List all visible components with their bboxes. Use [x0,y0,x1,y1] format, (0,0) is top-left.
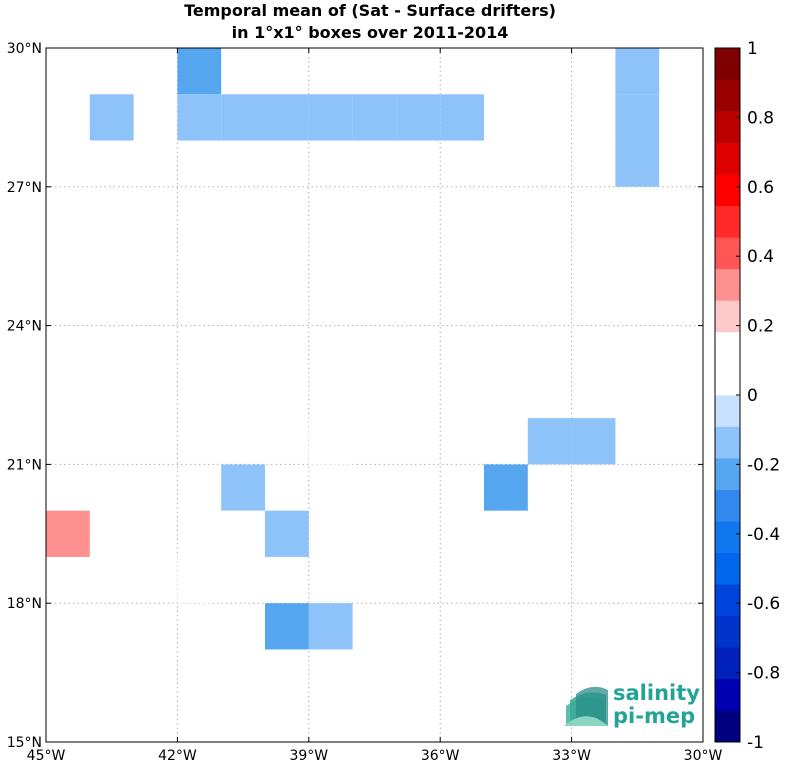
heatmap-cell [177,556,222,604]
y-tick-label: 18°N [7,596,42,612]
heatmap-cells [46,48,660,650]
colorbar-segment [715,79,740,112]
heatmap-cell [89,94,134,141]
y-tick-label: 21°N [7,457,42,473]
colorbar-segment [715,710,740,743]
colorbar-segments [715,48,740,743]
colorbar: 1 0.8 0.6 0.4 0.2 0 -0.2 -0.4 -0.6 -0.8 -1 [714,39,780,753]
colorbar-segment [715,142,740,175]
heatmap-cell [177,94,222,141]
colorbar-tick-label: 0.2 [747,317,774,337]
colorbar-tick-label: 1 [747,39,758,59]
y-tick-labels: 15°N 18°N 21°N 24°N 27°N 30°N [7,41,703,751]
y-tick-label: 24°N [7,319,42,335]
heatmap-cell [484,464,528,511]
logo-line-1: salinity [613,681,700,705]
x-tick-label: 33°W [552,748,591,763]
colorbar-segment [715,426,740,459]
heatmap-cell [308,603,353,650]
colorbar-segment [715,647,740,680]
colorbar-segment [715,363,740,396]
waves-icon [564,686,608,726]
map-frame [45,47,704,743]
salinity-pi-mep-logo: salinity pi-mep [564,681,700,728]
colorbar-segment [715,615,740,648]
map-panel: 45°W 42°W 39°W 36°W 33°W 30°W 15°N 18°N 21°N 24°… [7,41,723,763]
logo-line-2: pi-mep [613,704,695,728]
heatmap-cell [221,510,265,557]
colorbar-segment [715,458,740,490]
x-tick-labels: 45°W 42°W 39°W 36°W 33°W 30°W [27,48,723,763]
heatmap-cell [308,418,353,465]
colorbar-segment [715,205,740,238]
heatmap-cell [177,48,222,95]
colorbar-segment [715,237,740,270]
colorbar-segment [715,111,740,143]
colorbar-tick-label: 0.8 [747,108,774,128]
colorbar-tick-label: -0.6 [747,594,780,614]
heatmap-cell [308,94,353,141]
heatmap-cell [440,94,484,141]
heatmap-cell [221,94,265,141]
colorbar-segment [715,678,740,711]
colorbar-tick-label: -0.8 [747,664,780,684]
x-tick-label: 42°W [158,748,197,763]
colorbar-segment [715,174,740,207]
colorbar-segment [715,552,740,585]
colorbar-segment [715,584,740,617]
map-background [46,48,703,742]
heatmap-cell [265,603,309,650]
colorbar-tick-label: -0.2 [747,455,780,475]
heatmap-cell [221,464,265,511]
heatmap-cell [265,510,309,557]
colorbar-segment [715,521,740,554]
colorbar-tick-label: 0.4 [747,247,774,267]
heatmap-cell [615,48,660,95]
colorbar-segment [715,489,740,522]
heatmap-cell [527,418,572,465]
colorbar-tick-label: -0.4 [747,525,780,545]
colorbar-segment [715,331,740,364]
colorbar-segment [715,268,740,301]
colorbar-tick-label: 0 [747,386,758,406]
heatmap-cell [46,510,90,557]
colorbar-segment [715,48,740,80]
heatmap-cell [352,94,397,141]
x-tick-label: 30°W [684,748,723,763]
heatmap-cell [571,418,616,465]
heatmap-cell [265,94,309,141]
colorbar-tick-labels: 1 0.8 0.6 0.4 0.2 0 -0.2 -0.4 -0.6 -0.8 -1 [736,39,780,753]
heatmap-cell [615,94,660,141]
heatmap-cell [615,140,660,187]
y-tick-label: 30°N [7,41,42,57]
colorbar-tick-label: -1 [747,733,764,753]
colorbar-segment [715,300,740,333]
x-tick-label: 39°W [289,748,328,763]
heatmap-cell [396,94,441,141]
x-tick-label: 45°W [27,748,66,763]
title-line-2: in 1°x1° boxes over 2011-2014 [232,23,509,42]
y-tick-label: 27°N [7,180,42,196]
y-tick-label: 15°N [7,735,42,751]
title-line-1: Temporal mean of (Sat - Surface drifters… [184,1,556,20]
colorbar-tick-label: 0.6 [747,178,774,198]
x-tick-label: 36°W [421,748,460,763]
colorbar-segment [715,395,740,427]
